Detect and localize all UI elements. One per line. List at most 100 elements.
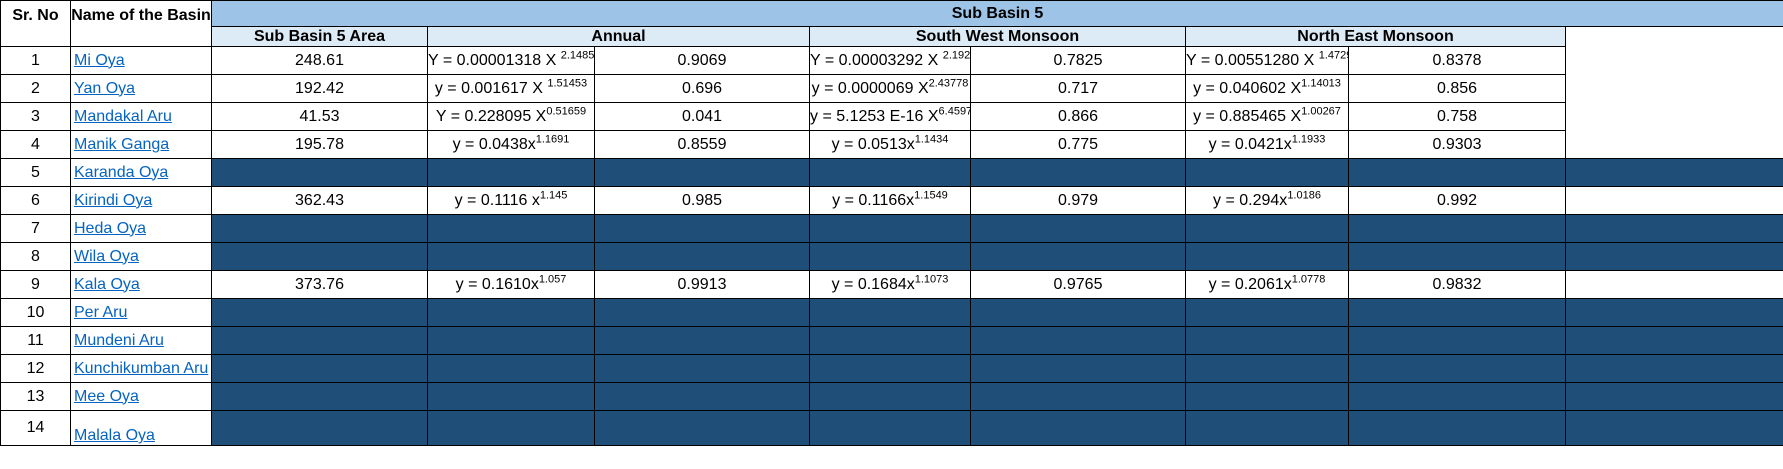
header-sr-no[interactable]: Sr. No (0, 0, 71, 47)
shaded-empty-cell[interactable] (594, 354, 810, 383)
basin-name-cell[interactable]: Per Aru (70, 298, 212, 327)
shaded-empty-cell[interactable] (1348, 242, 1566, 271)
basin-name-cell[interactable]: Heda Oya (70, 214, 212, 243)
annual-r2-cell[interactable]: 0.9913 (594, 270, 810, 299)
swm-equation-cell[interactable]: y = 0.0513x1.1434 (809, 130, 971, 159)
sr-no-cell[interactable]: 9 (0, 270, 71, 299)
nem-r2-cell[interactable]: 0.856 (1348, 74, 1566, 103)
shaded-empty-cell[interactable] (809, 326, 971, 355)
shaded-empty-cell[interactable] (1185, 354, 1349, 383)
shaded-empty-cell[interactable] (970, 158, 1186, 187)
shaded-empty-cell[interactable] (427, 298, 595, 327)
basin-link[interactable]: Kunchikumban Aru (74, 359, 209, 377)
shaded-empty-cell[interactable] (594, 214, 810, 243)
header-south-west-monsoon[interactable]: South West Monsoon (809, 26, 1186, 47)
basin-name-cell[interactable]: Wila Oya (70, 242, 212, 271)
nem-r2-cell[interactable]: 0.8378 (1348, 46, 1566, 75)
basin-link[interactable]: Kirindi Oya (74, 191, 153, 209)
annual-equation-cell[interactable]: y = 0.001617 X 1.51453 (427, 74, 595, 103)
swm-equation-cell[interactable]: y = 0.1684x1.1073 (809, 270, 971, 299)
swm-equation-cell[interactable]: Y = 0.00003292 X 2.1924 (809, 46, 971, 75)
swm-r2-cell[interactable]: 0.775 (970, 130, 1186, 159)
sr-no-cell[interactable]: 3 (0, 102, 71, 131)
header-north-east-monsoon[interactable]: North East Monsoon (1185, 26, 1566, 47)
basin-link[interactable]: Mee Oya (74, 387, 139, 405)
nem-equation-cell[interactable]: y = 0.0421x1.1933 (1185, 130, 1349, 159)
basin-link[interactable]: Per Aru (74, 303, 128, 321)
basin-link[interactable]: Heda Oya (74, 219, 147, 237)
shaded-empty-cell[interactable] (594, 326, 810, 355)
shaded-empty-cell[interactable] (970, 382, 1186, 411)
shaded-empty-cell[interactable] (211, 382, 428, 411)
shaded-empty-cell[interactable] (970, 326, 1186, 355)
sr-no-cell[interactable]: 8 (0, 242, 71, 271)
shaded-empty-cell[interactable] (1564, 298, 1783, 327)
basin-link[interactable]: Mandakal Aru (74, 107, 172, 125)
shaded-empty-cell[interactable] (427, 158, 595, 187)
swm-r2-cell[interactable]: 0.7825 (970, 46, 1186, 75)
shaded-empty-cell[interactable] (1185, 214, 1349, 243)
shaded-empty-cell[interactable] (1185, 326, 1349, 355)
sr-no-cell[interactable]: 14 (0, 410, 71, 446)
shaded-empty-cell[interactable] (809, 382, 971, 411)
annual-r2-cell[interactable]: 0.696 (594, 74, 810, 103)
sr-no-cell[interactable]: 12 (0, 354, 71, 383)
shaded-empty-cell[interactable] (1564, 326, 1783, 355)
header-sub-basin-area[interactable]: Sub Basin 5 Area (211, 26, 428, 47)
shaded-empty-cell[interactable] (1348, 158, 1566, 187)
shaded-empty-cell[interactable] (427, 214, 595, 243)
basin-name-cell[interactable]: Mi Oya (70, 46, 212, 75)
basin-link[interactable]: Malala Oya (74, 427, 155, 444)
shaded-empty-cell[interactable] (1185, 382, 1349, 411)
sr-no-cell[interactable]: 5 (0, 158, 71, 187)
shaded-empty-cell[interactable] (809, 242, 971, 271)
shaded-empty-cell[interactable] (1348, 410, 1566, 446)
header-basin-name[interactable]: Name of the Basin (70, 0, 212, 47)
annual-equation-cell[interactable]: y = 0.1116 x1.145 (427, 186, 595, 215)
basin-name-cell[interactable]: Mee Oya (70, 382, 212, 411)
basin-name-cell[interactable]: Kunchikumban Aru (70, 354, 212, 383)
basin-link[interactable]: Yan Oya (74, 79, 136, 97)
swm-r2-cell[interactable]: 0.866 (970, 102, 1186, 131)
shaded-empty-cell[interactable] (211, 410, 428, 446)
sr-no-cell[interactable]: 13 (0, 382, 71, 411)
shaded-empty-cell[interactable] (594, 410, 810, 446)
shaded-empty-cell[interactable] (809, 354, 971, 383)
shaded-empty-cell[interactable] (211, 214, 428, 243)
sr-no-cell[interactable]: 6 (0, 186, 71, 215)
basin-link[interactable]: Karanda Oya (74, 163, 169, 181)
shaded-empty-cell[interactable] (1348, 214, 1566, 243)
shaded-empty-cell[interactable] (970, 214, 1186, 243)
sr-no-cell[interactable]: 1 (0, 46, 71, 75)
basin-name-cell[interactable]: Malala Oya (70, 410, 212, 446)
annual-equation-cell[interactable]: y = 0.0438x1.1691 (427, 130, 595, 159)
shaded-empty-cell[interactable] (809, 410, 971, 446)
shaded-empty-cell[interactable] (809, 214, 971, 243)
shaded-empty-cell[interactable] (1348, 326, 1566, 355)
shaded-empty-cell[interactable] (1564, 410, 1783, 446)
swm-equation-cell[interactable]: y = 5.1253 E-16 X6.45975 (809, 102, 971, 131)
shaded-empty-cell[interactable] (427, 242, 595, 271)
shaded-empty-cell[interactable] (1348, 382, 1566, 411)
shaded-empty-cell[interactable] (211, 298, 428, 327)
sr-no-cell[interactable]: 7 (0, 214, 71, 243)
shaded-empty-cell[interactable] (970, 242, 1186, 271)
shaded-empty-cell[interactable] (1564, 354, 1783, 383)
nem-equation-cell[interactable]: y = 0.2061x1.0778 (1185, 270, 1349, 299)
shaded-empty-cell[interactable] (970, 354, 1186, 383)
basin-name-cell[interactable]: Mundeni Aru (70, 326, 212, 355)
annual-r2-cell[interactable]: 0.041 (594, 102, 810, 131)
shaded-empty-cell[interactable] (1348, 354, 1566, 383)
area-cell[interactable]: 41.53 (211, 102, 428, 131)
basin-name-cell[interactable]: Kirindi Oya (70, 186, 212, 215)
shaded-empty-cell[interactable] (1348, 298, 1566, 327)
shaded-empty-cell[interactable] (427, 326, 595, 355)
shaded-empty-cell[interactable] (1564, 382, 1783, 411)
shaded-empty-cell[interactable] (211, 242, 428, 271)
shaded-empty-cell[interactable] (1185, 410, 1349, 446)
area-cell[interactable]: 192.42 (211, 74, 428, 103)
shaded-empty-cell[interactable] (594, 382, 810, 411)
nem-r2-cell[interactable]: 0.9832 (1348, 270, 1566, 299)
shaded-empty-cell[interactable] (594, 158, 810, 187)
shaded-empty-cell[interactable] (970, 410, 1186, 446)
